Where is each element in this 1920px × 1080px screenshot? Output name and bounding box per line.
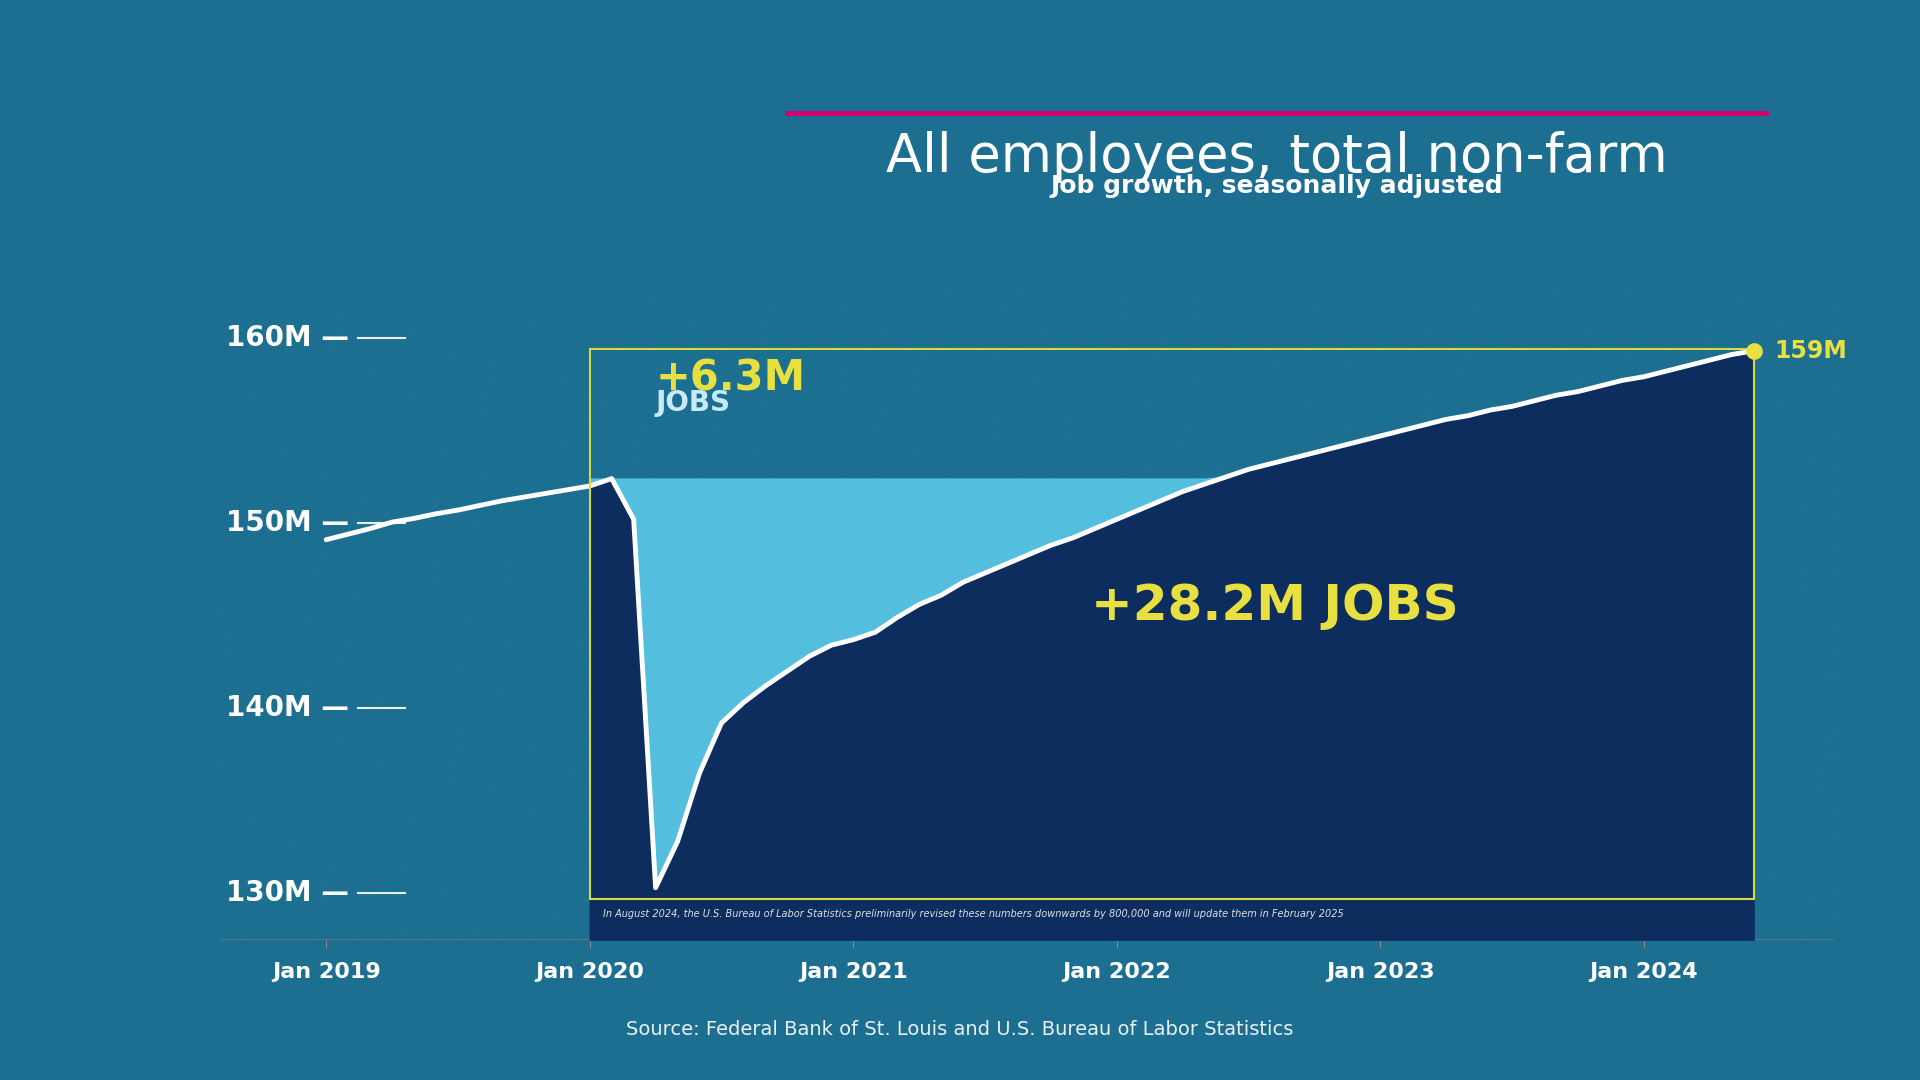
Text: In August 2024, the U.S. Bureau of Labor Statistics preliminarily revised these : In August 2024, the U.S. Bureau of Labor… [603,909,1344,919]
Text: 150M —: 150M — [227,509,349,537]
Text: All employees, total non-farm: All employees, total non-farm [885,131,1668,183]
Text: Source: Federal Bank of St. Louis and U.S. Bureau of Labor Statistics: Source: Federal Bank of St. Louis and U.… [626,1020,1294,1039]
Text: Job growth, seasonally adjusted: Job growth, seasonally adjusted [1050,174,1503,198]
Text: 140M —: 140M — [227,694,349,723]
Text: 160M —: 160M — [227,324,349,352]
Text: +6.3M: +6.3M [655,357,806,400]
Text: JOBS: JOBS [655,389,732,417]
Bar [589,349,1753,899]
Text: 130M —: 130M — [227,879,349,907]
Text: +28.2M JOBS: +28.2M JOBS [1091,582,1459,631]
Text: 159M: 159M [1774,339,1847,363]
